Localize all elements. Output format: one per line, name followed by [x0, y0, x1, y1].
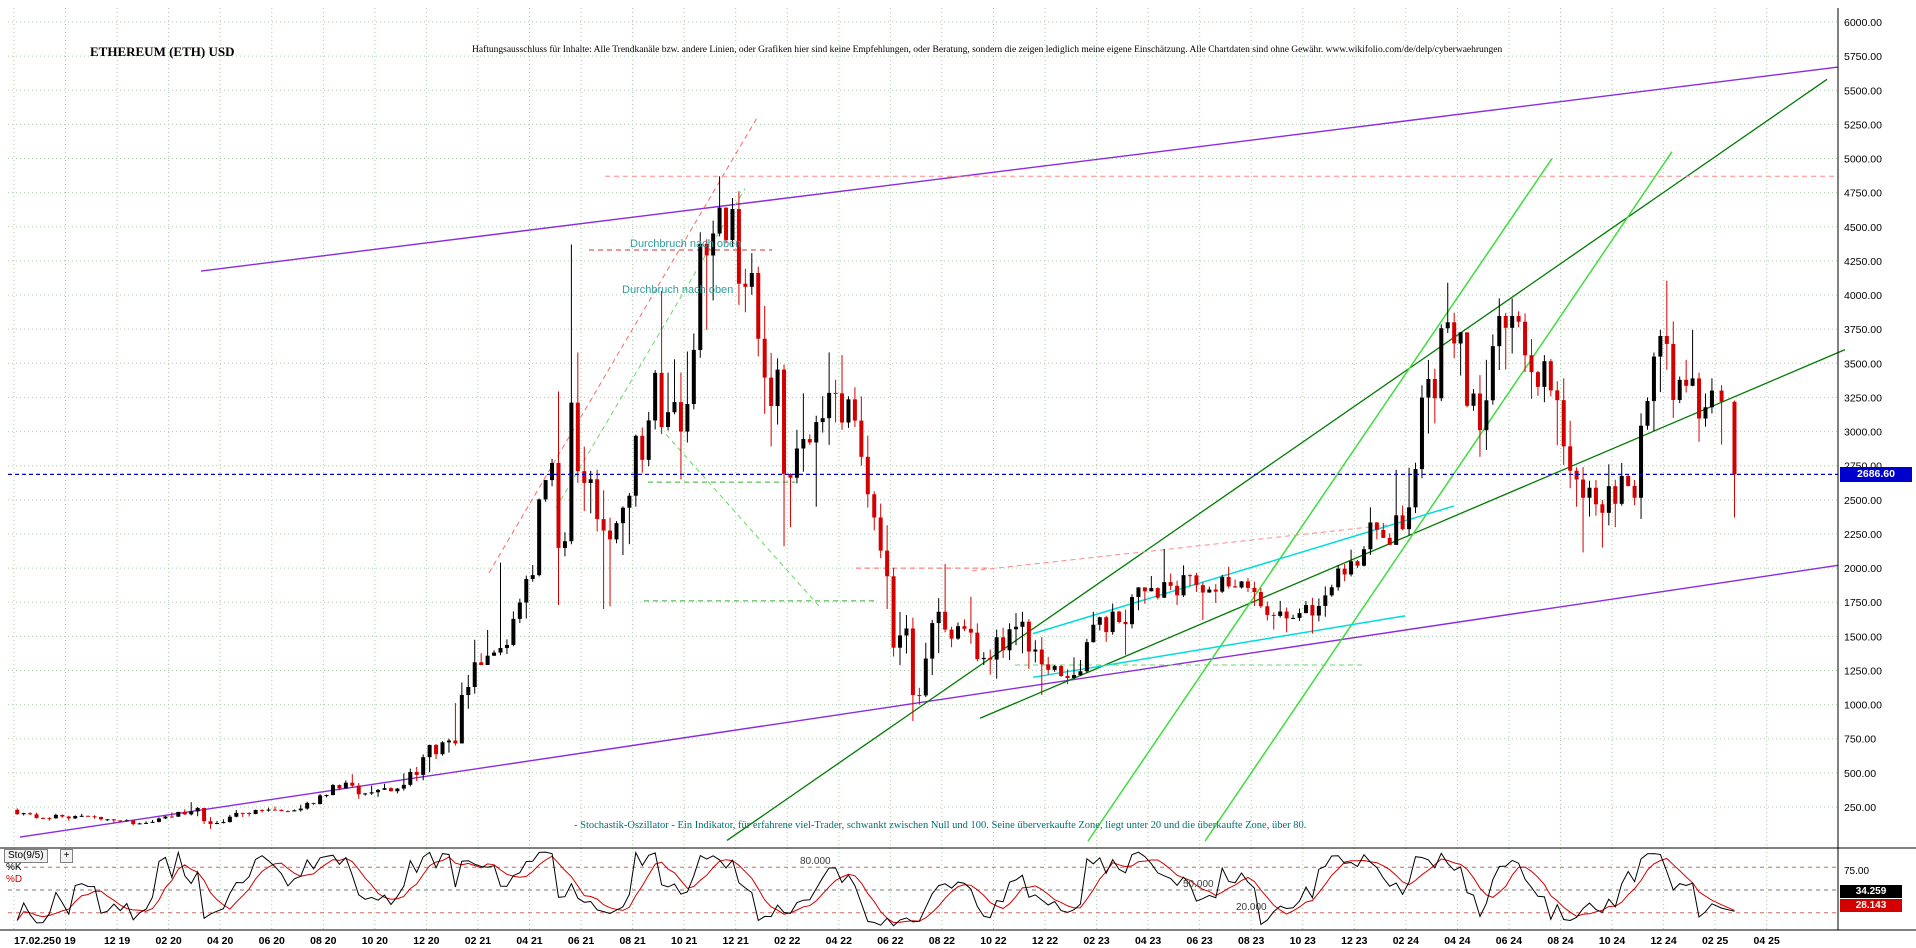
grid — [8, 8, 1838, 930]
percent-d-value-tag: 28.143 — [1840, 899, 1902, 912]
svg-text:1500.00: 1500.00 — [1844, 631, 1882, 643]
chart-title: ETHEREUM (ETH) USD — [90, 44, 235, 59]
stochastic-k-line — [16, 850, 1735, 927]
svg-text:10 23: 10 23 — [1290, 935, 1316, 947]
svg-text:12 24: 12 24 — [1650, 935, 1676, 947]
svg-text:12 20: 12 20 — [413, 935, 439, 947]
svg-text:4250.00: 4250.00 — [1844, 256, 1882, 268]
svg-text:02 25: 02 25 — [1702, 935, 1728, 947]
svg-text:08 24: 08 24 — [1547, 935, 1573, 947]
svg-text:10 20: 10 20 — [362, 935, 388, 947]
svg-text:04 24: 04 24 — [1444, 935, 1470, 947]
svg-text:2500.00: 2500.00 — [1844, 495, 1882, 507]
svg-text:04 25: 04 25 — [1754, 935, 1780, 947]
stochastic-d-line — [16, 855, 1735, 924]
svg-text:04 21: 04 21 — [516, 935, 542, 947]
svg-text:500.00: 500.00 — [1844, 768, 1876, 780]
percent-k-label: %K — [6, 862, 22, 873]
time-axis-labels: 17.02.25 0 19 12 19 02 20 04 20 06 20 08 20 10 … — [14, 935, 1780, 947]
annotation-breakout-lower: Durchbruch nach oben — [622, 284, 734, 296]
svg-text:12 22: 12 22 — [1032, 935, 1058, 947]
svg-text:750.00: 750.00 — [1844, 734, 1876, 746]
svg-text:02 24: 02 24 — [1393, 935, 1419, 947]
svg-text:06 20: 06 20 — [259, 935, 285, 947]
svg-text:5000.00: 5000.00 — [1844, 154, 1882, 166]
price-axis-labels: 250.00 500.00 750.00 1000.00 1250.00 1500.00 1… — [1844, 17, 1882, 814]
svg-text:2250.00: 2250.00 — [1844, 529, 1882, 541]
svg-text:02 20: 02 20 — [156, 935, 182, 947]
svg-text:08 22: 08 22 — [929, 935, 955, 947]
svg-text:1000.00: 1000.00 — [1844, 700, 1882, 712]
svg-text:08 21: 08 21 — [619, 935, 645, 947]
svg-text:02 22: 02 22 — [774, 935, 800, 947]
svg-text:5750.00: 5750.00 — [1844, 51, 1882, 63]
percent-k-value-tag: 34.259 — [1840, 885, 1902, 898]
svg-text:250.00: 250.00 — [1844, 802, 1876, 814]
svg-text:12 23: 12 23 — [1341, 935, 1367, 947]
svg-text:06 23: 06 23 — [1187, 935, 1213, 947]
svg-text:4000.00: 4000.00 — [1844, 290, 1882, 302]
svg-text:06 21: 06 21 — [568, 935, 594, 947]
svg-text:10 22: 10 22 — [980, 935, 1006, 947]
svg-text:17.02.25: 17.02.25 — [14, 935, 55, 947]
percent-d-label: %D — [6, 874, 23, 885]
disclaimer-text: Haftungsausschluss für Inhalte: Alle Tre… — [472, 45, 1503, 55]
svg-text:5250.00: 5250.00 — [1844, 119, 1882, 131]
svg-text:75.00: 75.00 — [1844, 866, 1869, 877]
svg-text:3750.00: 3750.00 — [1844, 324, 1882, 336]
svg-text:12 21: 12 21 — [723, 935, 749, 947]
svg-text:04 23: 04 23 — [1135, 935, 1161, 947]
svg-text:06 24: 06 24 — [1496, 935, 1522, 947]
svg-text:3000.00: 3000.00 — [1844, 427, 1882, 439]
stochastic-settings-button[interactable]: Sto(9/5) — [4, 849, 48, 863]
svg-text:4750.00: 4750.00 — [1844, 188, 1882, 200]
osc-level-80-label: 80.000 — [800, 856, 831, 867]
svg-text:2000.00: 2000.00 — [1844, 563, 1882, 575]
svg-text:04 20: 04 20 — [207, 935, 233, 947]
svg-text:6000.00: 6000.00 — [1844, 17, 1882, 29]
svg-text:12 19: 12 19 — [104, 935, 130, 947]
svg-text:06 22: 06 22 — [877, 935, 903, 947]
candlestick-series — [15, 176, 1737, 829]
svg-text:10 24: 10 24 — [1599, 935, 1625, 947]
svg-text:08 23: 08 23 — [1238, 935, 1264, 947]
svg-text:02 23: 02 23 — [1083, 935, 1109, 947]
svg-text:0 19: 0 19 — [55, 935, 76, 947]
current-price-tag: 2686.60 — [1840, 467, 1912, 482]
svg-text:3500.00: 3500.00 — [1844, 358, 1882, 370]
svg-text:02 21: 02 21 — [465, 935, 491, 947]
oscillator-note: - Stochastik-Oszillator - Ein Indikator,… — [574, 820, 1307, 831]
svg-text:3250.00: 3250.00 — [1844, 392, 1882, 404]
svg-text:4500.00: 4500.00 — [1844, 222, 1882, 234]
svg-text:1750.00: 1750.00 — [1844, 597, 1882, 609]
svg-text:04 22: 04 22 — [826, 935, 852, 947]
expand-indicator-button[interactable]: + — [60, 849, 73, 863]
osc-level-20-label: 20.000 — [1236, 902, 1267, 913]
svg-text:08 20: 08 20 — [310, 935, 336, 947]
svg-text:10 21: 10 21 — [671, 935, 697, 947]
svg-text:5500.00: 5500.00 — [1844, 85, 1882, 97]
stochastic-oscillator — [8, 850, 1838, 927]
osc-level-50-label: 50.000 — [1183, 879, 1214, 890]
svg-text:1250.00: 1250.00 — [1844, 665, 1882, 677]
annotation-breakout-upper: Durchbruch nach oben — [630, 238, 742, 250]
